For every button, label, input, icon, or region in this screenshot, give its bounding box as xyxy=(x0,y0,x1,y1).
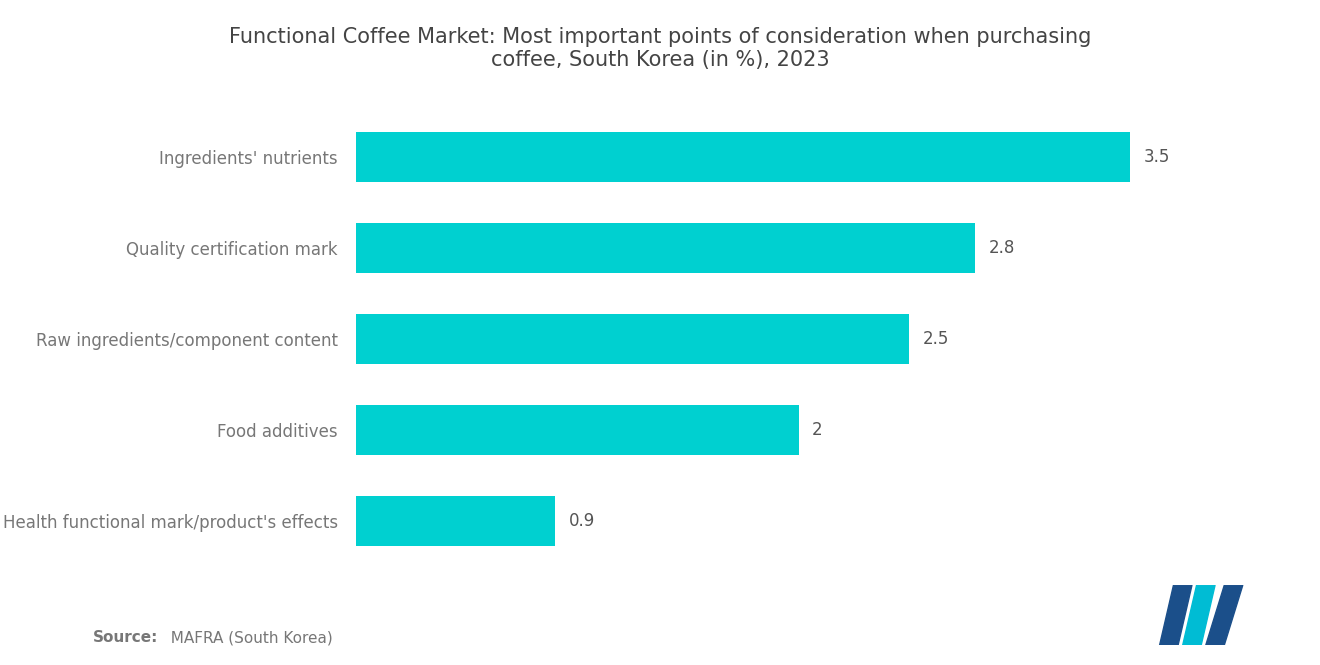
Bar xyxy=(356,405,799,456)
Text: 2.8: 2.8 xyxy=(989,239,1015,257)
Bar xyxy=(356,314,909,364)
Bar xyxy=(356,223,975,273)
Text: Functional Coffee Market: Most important points of consideration when purchasing: Functional Coffee Market: Most important… xyxy=(228,27,1092,70)
Text: 3.5: 3.5 xyxy=(1143,148,1170,166)
Text: 0.9: 0.9 xyxy=(569,513,595,531)
Text: Source:: Source: xyxy=(92,630,158,645)
Bar xyxy=(356,496,556,547)
Polygon shape xyxy=(1183,585,1214,645)
Polygon shape xyxy=(1159,585,1192,645)
Text: 2: 2 xyxy=(812,422,822,440)
Text: 2.5: 2.5 xyxy=(923,330,949,348)
Polygon shape xyxy=(1206,585,1243,645)
Text: MAFRA (South Korea): MAFRA (South Korea) xyxy=(161,630,333,645)
Bar xyxy=(356,132,1130,182)
